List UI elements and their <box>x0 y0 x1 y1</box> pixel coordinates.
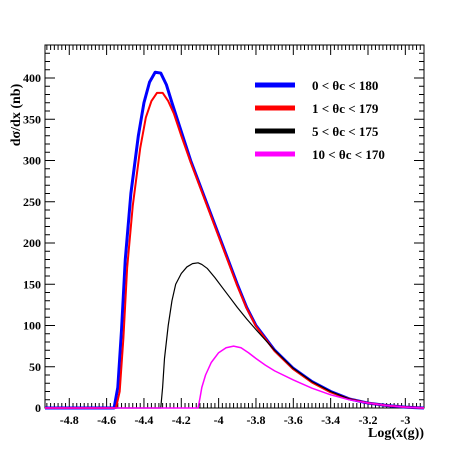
x-tick-label: -3.6 <box>284 413 303 427</box>
y-tick-label: 350 <box>23 112 41 126</box>
y-tick-label: 300 <box>23 154 41 168</box>
legend-label-1: 1 < θc < 179 <box>312 101 379 116</box>
curves <box>45 70 425 410</box>
legend: 0 < θc < 180 1 < θc < 179 5 < θc < 175 10 <… <box>255 78 385 162</box>
y-axis-label: dσ/dx (nb) <box>9 83 24 146</box>
x-axis-label: Log(x(g)) <box>368 426 424 441</box>
y-tick-label: 50 <box>29 360 41 374</box>
x-tick-label: -4.6 <box>97 413 116 427</box>
series-line-0 <box>45 70 425 410</box>
x-tick-label: -4 <box>214 413 224 427</box>
legend-label-3: 10 < θc < 170 <box>312 147 385 162</box>
x-tick-label: -3.2 <box>358 413 377 427</box>
legend-label-2: 5 < θc < 175 <box>312 124 379 139</box>
y-tick-label: 250 <box>23 195 41 209</box>
series-line-3 <box>45 345 425 409</box>
x-tick-label: -3 <box>400 413 410 427</box>
series-line-2 <box>45 262 425 409</box>
legend-label-0: 0 < θc < 180 <box>312 78 378 93</box>
plot-frame <box>44 44 425 409</box>
y-tick-label: 200 <box>23 236 41 250</box>
y-tick-label: 400 <box>23 71 41 85</box>
x-tick-label: -4.8 <box>60 413 79 427</box>
y-tick-label: 100 <box>23 319 41 333</box>
y-tick-label: 150 <box>23 277 41 291</box>
x-tick-label: -3.4 <box>321 413 340 427</box>
y-tick-label: 0 <box>35 401 41 415</box>
series-line-1 <box>45 91 425 409</box>
x-tick-label: -4.4 <box>134 413 153 427</box>
axes: -4.8 -4.6 -4.4 -4.2 -4 -3.8 -3.6 -3.4 -3.2 -3 0 50 1… <box>23 44 425 427</box>
x-tick-label: -4.2 <box>172 413 191 427</box>
x-tick-label: -3.8 <box>246 413 265 427</box>
